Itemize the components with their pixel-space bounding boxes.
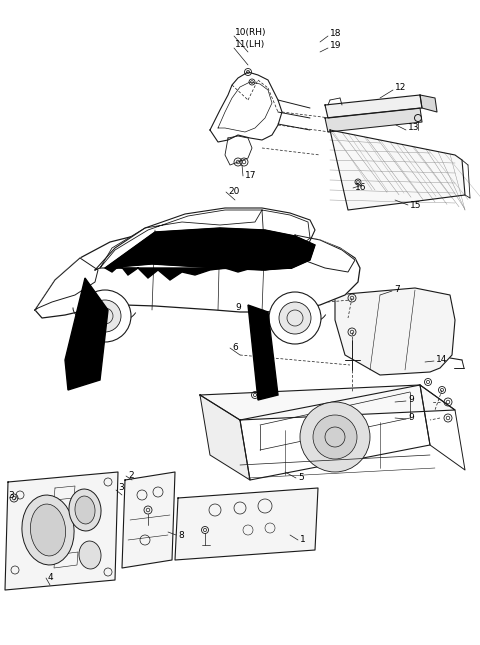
Text: 4: 4 [48, 573, 54, 582]
Ellipse shape [22, 495, 74, 565]
Ellipse shape [79, 541, 101, 569]
Polygon shape [420, 95, 437, 112]
Text: 16: 16 [355, 183, 367, 192]
Text: 20: 20 [228, 188, 240, 197]
Text: 11(LH): 11(LH) [235, 41, 265, 50]
Text: 9: 9 [408, 395, 414, 404]
Circle shape [79, 290, 131, 342]
Text: 8: 8 [178, 530, 184, 539]
Circle shape [300, 402, 370, 472]
Polygon shape [5, 472, 118, 590]
Polygon shape [200, 385, 455, 420]
Text: 18: 18 [330, 28, 341, 37]
Ellipse shape [30, 504, 66, 556]
Polygon shape [65, 278, 108, 390]
Polygon shape [200, 395, 250, 480]
Text: 17: 17 [245, 170, 256, 179]
Polygon shape [35, 258, 98, 310]
Text: 9: 9 [408, 413, 414, 422]
Polygon shape [330, 130, 465, 210]
Text: 2: 2 [128, 470, 133, 479]
Text: 12: 12 [395, 83, 407, 92]
Text: 10(RH): 10(RH) [235, 28, 266, 37]
Text: 3: 3 [118, 484, 124, 493]
Text: 13: 13 [408, 123, 420, 132]
Circle shape [313, 415, 357, 459]
Text: 3: 3 [8, 491, 14, 501]
Polygon shape [95, 208, 315, 270]
Polygon shape [248, 305, 278, 400]
Polygon shape [35, 228, 360, 318]
Ellipse shape [75, 496, 95, 524]
Text: 6: 6 [232, 344, 238, 353]
Circle shape [89, 300, 121, 332]
Polygon shape [175, 488, 318, 560]
Ellipse shape [69, 489, 101, 531]
Text: 15: 15 [410, 201, 421, 210]
Text: 5: 5 [298, 473, 304, 482]
Text: 9: 9 [235, 304, 241, 312]
Polygon shape [335, 288, 455, 375]
Polygon shape [325, 95, 422, 118]
Polygon shape [105, 228, 315, 270]
Polygon shape [105, 265, 292, 280]
Polygon shape [325, 108, 422, 132]
Text: 7: 7 [394, 286, 400, 295]
Polygon shape [295, 235, 355, 272]
Circle shape [279, 302, 311, 334]
Polygon shape [122, 472, 175, 568]
Text: 1: 1 [300, 535, 306, 544]
Circle shape [269, 292, 321, 344]
Text: 14: 14 [436, 355, 447, 364]
Text: 19: 19 [330, 41, 341, 50]
